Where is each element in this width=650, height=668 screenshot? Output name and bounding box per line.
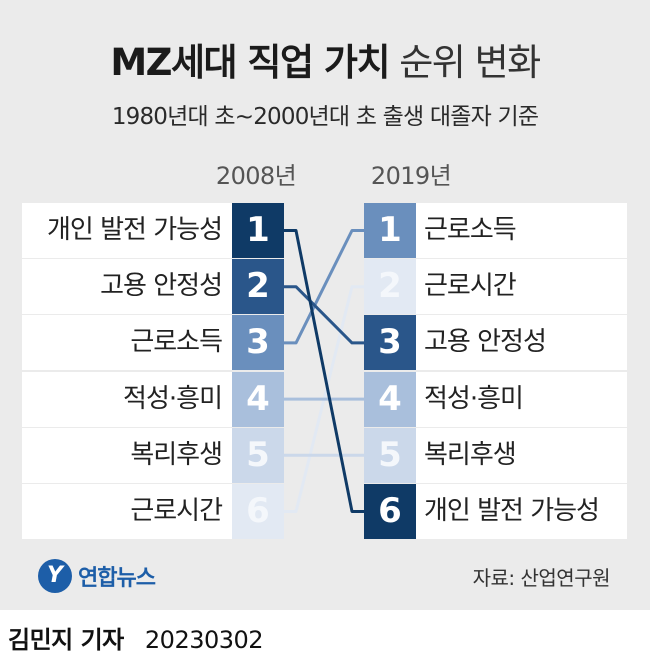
right-rank-label: 고용 안정성 (424, 327, 547, 358)
rank-connection-line (284, 229, 364, 345)
yonhap-logo: Y 연합뉴스 (38, 556, 156, 596)
left-rank-label: 복리후생 (130, 439, 223, 470)
source-text: 자료: 산업연구원 (472, 566, 611, 590)
connection-lines (284, 229, 364, 513)
left-rank-label: 근로시간 (130, 496, 223, 526)
byline-date: 20230302 (144, 626, 264, 654)
byline-name: 김민지 기자 (8, 626, 124, 654)
right-rank-number: 4 (364, 371, 416, 427)
left-rank-number: 2 (232, 259, 284, 315)
right-rank-number: 6 (364, 484, 416, 539)
left-rank-number: 3 (232, 315, 284, 371)
byline: 김민지 기자 20230302 (8, 620, 264, 655)
left-rank-label: 근로소득 (130, 327, 223, 358)
year-left: 2008년 (215, 162, 297, 190)
left-rank-number: 1 (232, 203, 284, 258)
right-rank-label: 복리후생 (424, 439, 517, 470)
right-rank-number: 5 (364, 427, 416, 483)
right-rank-label: 개인 발전 가능성 (424, 496, 600, 526)
left-rank-number: 4 (232, 371, 284, 427)
page-title: MZ세대 직업 가치 순위 변화 (0, 32, 650, 86)
left-rank-number: 6 (232, 484, 284, 539)
left-rank-label: 개인 발전 가능성 (47, 215, 223, 245)
logo-text: 연합뉴스 (78, 566, 156, 591)
left-rank-label: 고용 안정성 (100, 271, 223, 302)
right-rank-label: 근로소득 (424, 215, 517, 245)
right-rank-number: 3 (364, 315, 416, 371)
rank-connection-line (284, 229, 364, 513)
logo-mark-icon: Y (38, 559, 72, 593)
subtitle: 1980년대 초~2000년대 초 출생 대졸자 기준 (111, 104, 539, 130)
right-rank-number: 2 (364, 259, 416, 315)
title-bold: MZ세대 직업 가치 (110, 41, 390, 84)
right-rank-label: 적성·흥미 (424, 383, 524, 414)
rank-connection-line (284, 285, 364, 345)
right-rank-number: 1 (364, 203, 416, 258)
title-light: 순위 변화 (399, 41, 541, 84)
left-rank-label: 적성·흥미 (123, 383, 223, 414)
right-rank-label: 근로시간 (424, 271, 517, 302)
year-right: 2019년 (370, 162, 452, 190)
left-rank-number: 5 (232, 427, 284, 483)
